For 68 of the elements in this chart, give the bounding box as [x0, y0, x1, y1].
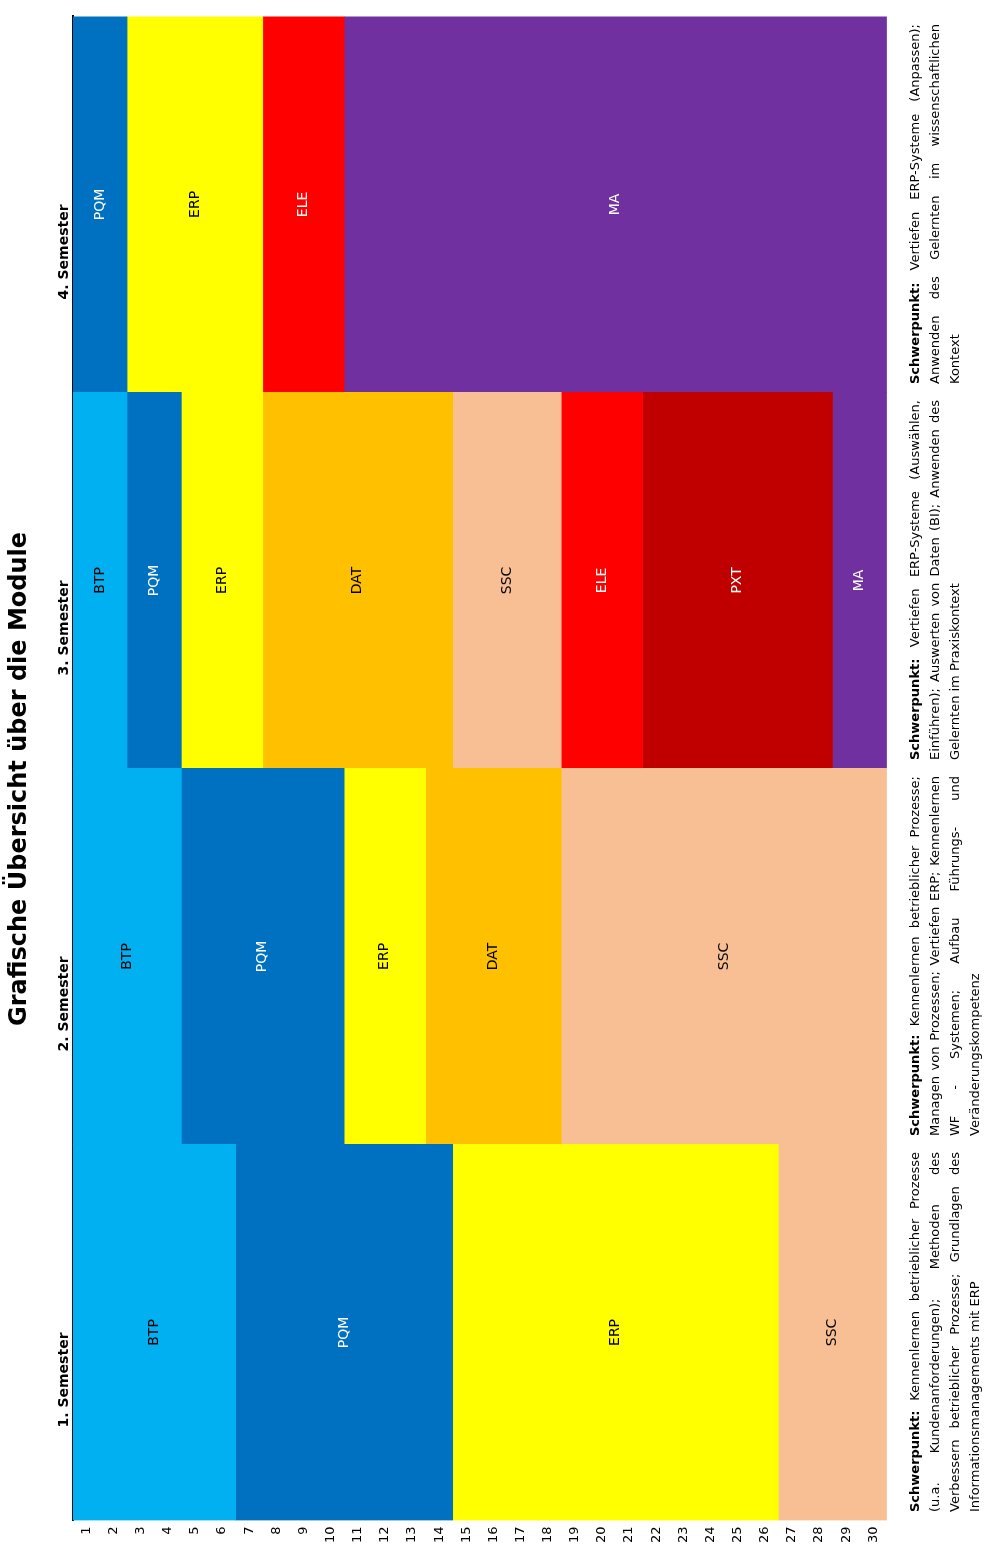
bar [560, 392, 643, 769]
text: DAT [348, 566, 365, 595]
x-tick-label: 18 [539, 1526, 555, 1543]
y-tick-label: 1. Semester [55, 1332, 72, 1428]
x-tick-label: 26 [756, 1526, 772, 1543]
y-tick-label: 2. Semester [55, 956, 72, 1052]
text: PQM [334, 1316, 351, 1349]
y-tick-label: 4. Semester [55, 204, 72, 300]
text: Schwerpunkt: Kennenlernen betrieblicher Prozesse; Managen von Prozessen; Vertiefen ERP; Kennenlernen WF - Systemen; Aufbau Führungs- und Veränderungskompetenz [905, 776, 983, 1137]
bar [642, 392, 833, 769]
text: ERP [212, 566, 229, 594]
x-tick-label: 10 [321, 1526, 337, 1543]
x-tick-label: 9 [294, 1526, 310, 1535]
y-tick-label: 3. Semester [55, 580, 72, 676]
x-tick-label: 8 [267, 1526, 283, 1535]
x-tick-label: 1 [77, 1526, 93, 1535]
text: BTP [117, 943, 134, 970]
x-tick-label: 15 [457, 1526, 473, 1543]
x-tick-label: 4 [159, 1526, 175, 1535]
x-tick-label: 5 [186, 1526, 202, 1535]
bar [343, 768, 426, 1145]
text: PQM [253, 940, 270, 973]
text: Schwerpunkt: Kennenlernen betrieblicher Prozesse (u.a. Kundenanforderungen); Methoden des Verbessern betrieblicher Prozesse; Grundlagen des Informationsmanagements mit ERP [905, 1152, 983, 1513]
series-label: BTP [90, 567, 107, 594]
x-tick-label: 25 [729, 1526, 744, 1543]
series-label: PQM [90, 188, 107, 221]
x-tick-label: 23 [674, 1526, 690, 1543]
text: SSC [823, 1318, 840, 1347]
text: ELE [592, 567, 609, 594]
series-label: ELE [294, 191, 311, 218]
x-tick-label: 22 [647, 1526, 663, 1543]
x-tick-label: 16 [484, 1526, 500, 1543]
text: Schwerpunkt: Vertiefen ERP-Systeme (Auswählen, Einführen); Auswerten von Daten (BI); Anwenden des Gelernten im Praxiskontext [905, 400, 963, 761]
x-tick-label: 13 [403, 1526, 419, 1543]
bar [452, 1144, 779, 1521]
x-tick-label: 27 [783, 1526, 799, 1543]
x-tick-label: 24 [701, 1526, 717, 1543]
x-tick-label: 14 [430, 1526, 446, 1543]
x-tick-label: 30 [864, 1526, 880, 1543]
text: ERP [606, 1318, 623, 1346]
bar [452, 392, 562, 769]
x-tick-label: 29 [837, 1526, 853, 1543]
text: ERP [185, 190, 202, 218]
text: Grafische Übersicht über die Module [4, 530, 33, 1028]
x-tick-label: 12 [376, 1526, 392, 1543]
text: Schwerpunkt: Vertiefen ERP-Systeme (Anpassen); Anwenden des Gelernten im wissenschaftlichen Kontext [905, 24, 963, 385]
series-label: DAT [484, 942, 501, 971]
text: BTP [144, 1319, 161, 1346]
x-tick-label: 28 [810, 1526, 826, 1543]
text: PQM [144, 564, 161, 597]
x-tick-label: 11 [349, 1526, 365, 1543]
bar [262, 16, 345, 393]
x-tick-label: 21 [620, 1526, 636, 1543]
x-tick-label: 19 [566, 1526, 582, 1543]
bar [72, 16, 128, 393]
x-tick-label: 7 [240, 1526, 256, 1535]
text: MA [606, 193, 623, 216]
series-label: SSC [497, 566, 514, 595]
x-tick-label: 2 [104, 1526, 120, 1535]
x-tick-label: 17 [511, 1526, 527, 1543]
x-tick-label: 20 [593, 1526, 609, 1543]
text: SSC [714, 942, 731, 971]
series-label: MA [850, 569, 867, 592]
bar [126, 392, 182, 769]
x-tick-label: 6 [213, 1526, 229, 1535]
x-tick-label: 3 [132, 1526, 148, 1535]
series-label: PXT [728, 566, 745, 594]
series-label: ERP [375, 942, 392, 970]
